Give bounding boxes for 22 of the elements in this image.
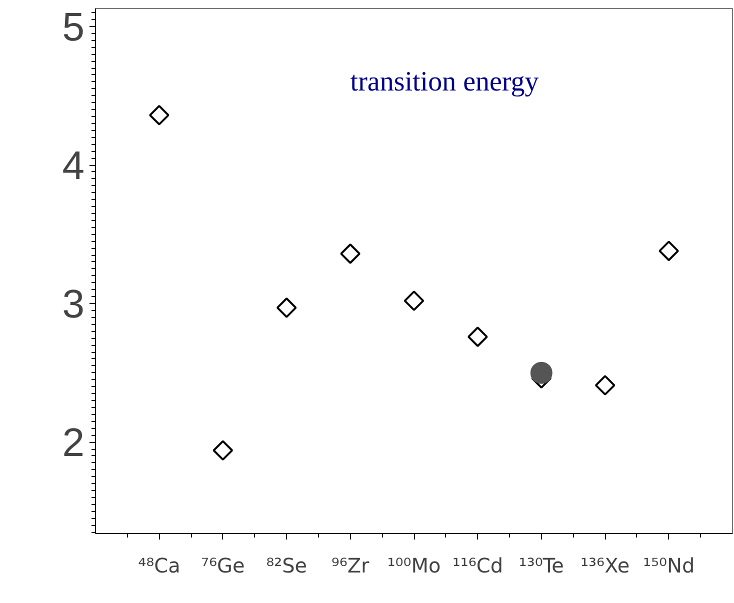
x-tick-label: ¹⁰⁰Mo — [387, 554, 441, 578]
y-tick-label: 4 — [62, 144, 85, 188]
x-tick-label: ⁴⁸Ca — [138, 554, 180, 578]
annotation: transition energy — [350, 66, 539, 98]
point — [149, 104, 170, 126]
point — [340, 243, 360, 264]
x-tick-label: ⁸²Se — [266, 554, 308, 578]
point — [404, 290, 424, 311]
point — [594, 375, 616, 396]
point — [468, 326, 488, 347]
point — [212, 440, 234, 461]
x-tick-label: ¹⁵⁰Nd — [642, 554, 695, 578]
x-tick-label: ⁷⁶Ge — [200, 554, 245, 578]
x-tick-label: ¹³⁰Te — [518, 554, 564, 578]
x-tick-label: ¹¹⁶Cd — [452, 554, 504, 578]
y-tick-label: 5 — [62, 6, 85, 50]
point — [276, 298, 297, 318]
y-tick-label: 3 — [62, 282, 85, 327]
x-tick-label: ⁹⁶Zr — [331, 554, 370, 578]
point — [658, 240, 679, 262]
y-tick-label: 2 — [62, 421, 85, 466]
x-tick-label: ¹³⁶Xe — [580, 554, 630, 578]
